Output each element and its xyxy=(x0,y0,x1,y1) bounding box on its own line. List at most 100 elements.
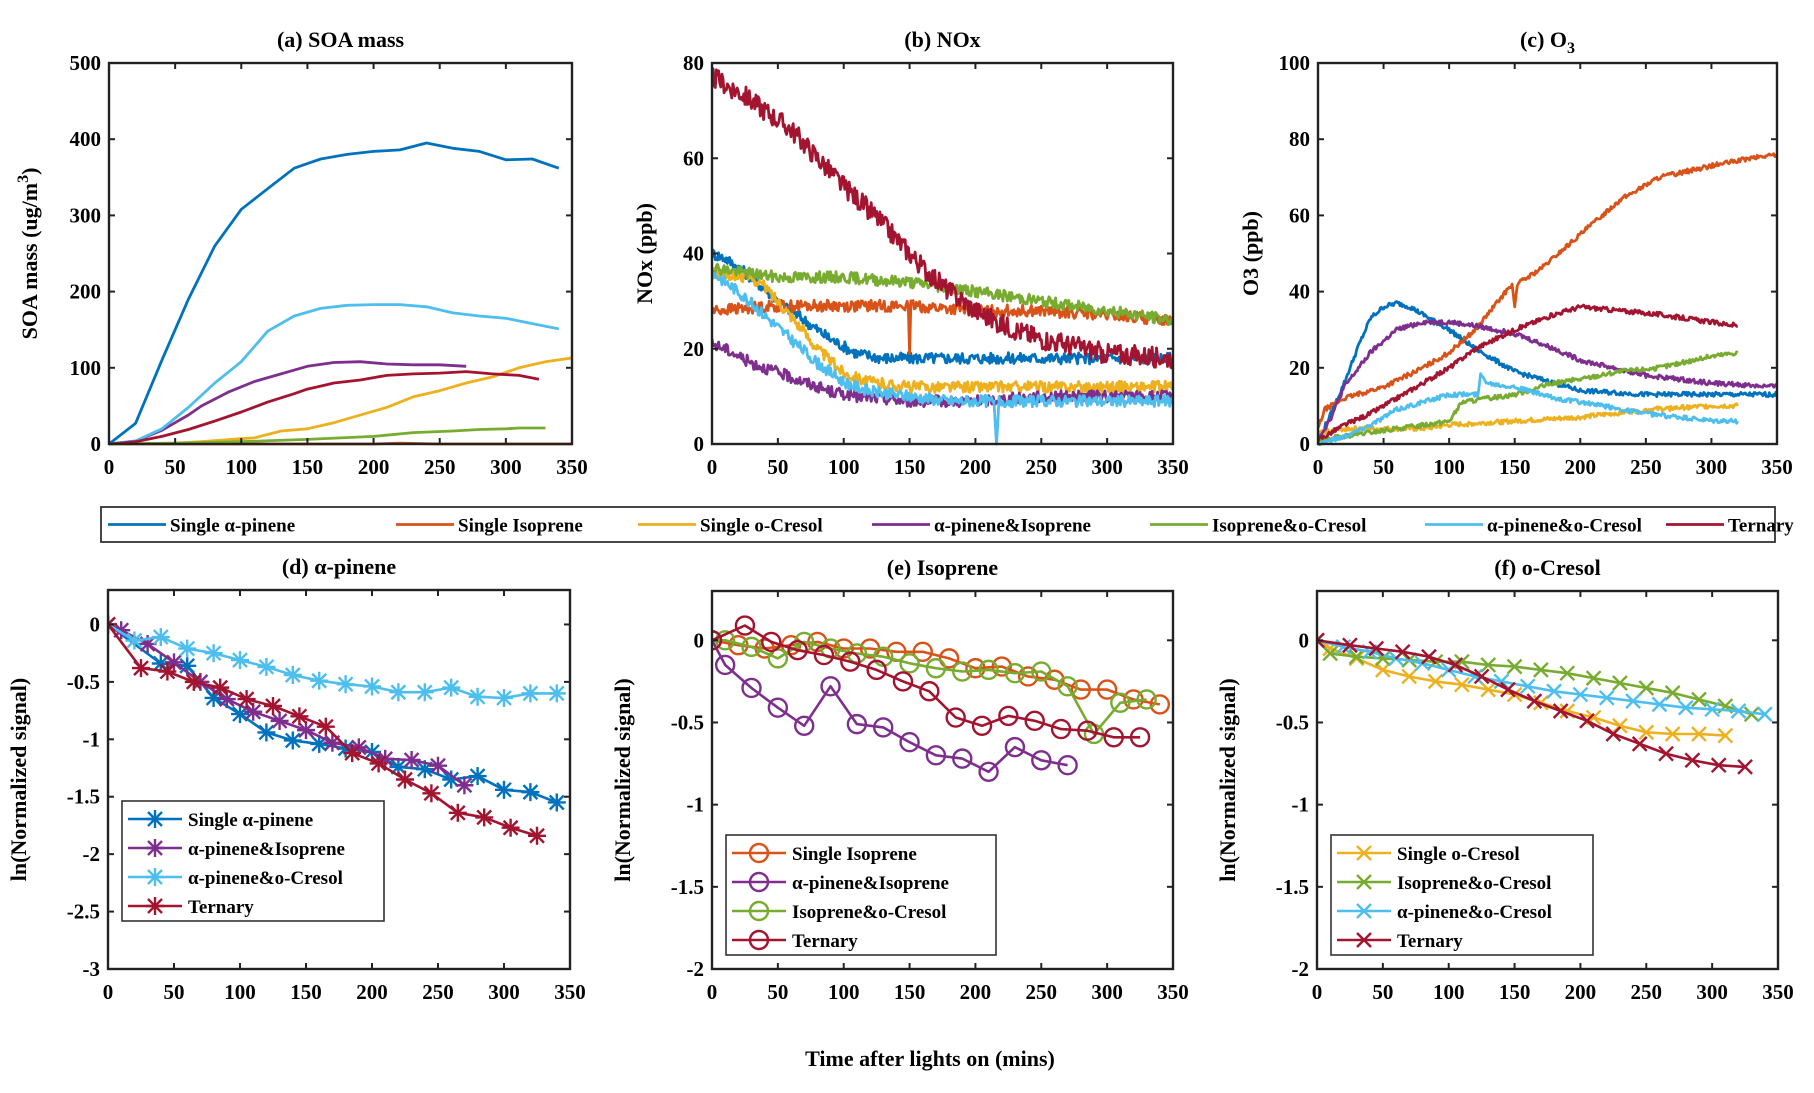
x-tick-label: 50 xyxy=(164,980,185,1004)
marker-stroke xyxy=(1401,668,1418,685)
legend-label: α-pinene&Isoprene xyxy=(792,873,949,894)
data-point-x xyxy=(1317,632,1325,649)
data-point-x xyxy=(1421,648,1437,665)
legend-label: Ternary xyxy=(188,897,254,918)
x-tick-label: 0 xyxy=(1312,980,1323,1004)
marker-circle xyxy=(767,697,789,718)
marker-stroke xyxy=(397,771,413,788)
marker-stroke xyxy=(284,667,301,683)
marker-circle xyxy=(1004,662,1026,684)
data-point-circle xyxy=(1096,679,1118,700)
marker-stroke xyxy=(126,632,143,649)
series-line-isoprene-o-cresol xyxy=(1318,350,1739,444)
marker-circle xyxy=(1110,692,1131,713)
marker-circle xyxy=(1057,755,1078,776)
y-tick-label: -0.5 xyxy=(1276,710,1309,734)
x-tick-label: 0 xyxy=(1313,455,1324,479)
marker-stroke xyxy=(291,708,308,725)
x-tick-label: 300 xyxy=(1696,455,1728,479)
axes-box xyxy=(106,588,572,971)
marker-stroke xyxy=(1631,735,1648,752)
y-tick-label: -2 xyxy=(1292,957,1310,981)
shared-legend: Single α-pinene Single Isoprene Single o-C… xyxy=(100,506,1794,543)
panel-title: (e) Isoprene xyxy=(887,555,999,580)
data-point-x xyxy=(1717,727,1734,744)
legend-box xyxy=(121,800,385,922)
series-line-ternary xyxy=(109,370,540,446)
marker-stroke xyxy=(271,713,288,729)
axes-box xyxy=(107,61,574,446)
data-point-x xyxy=(1664,685,1681,701)
data-point-circle xyxy=(925,658,947,679)
data-point-asterisk xyxy=(310,671,329,690)
data-point-asterisk xyxy=(475,808,494,827)
x-tick-label: 150 xyxy=(894,455,926,479)
x-tick-label: 300 xyxy=(1696,980,1728,1004)
marker-stroke xyxy=(258,659,275,675)
data-point-circle xyxy=(846,713,868,735)
data-point-asterisk xyxy=(442,678,461,697)
marker-stroke xyxy=(1612,675,1628,691)
marker-stroke xyxy=(159,663,176,680)
legend-label: α-pinene&o-Cresol xyxy=(188,868,343,889)
marker-circle xyxy=(840,651,861,672)
axes-box xyxy=(1316,61,1779,446)
legend-swatch-marker-circle xyxy=(748,900,770,922)
marker-stroke xyxy=(1691,691,1707,708)
data-point-circle xyxy=(1129,727,1151,748)
data-point-asterisk xyxy=(547,793,566,812)
data-point-x xyxy=(1704,701,1720,718)
data-point-x xyxy=(1737,759,1753,775)
marker-circle xyxy=(1031,750,1052,771)
ylabel-superscript: 3 xyxy=(15,175,32,183)
marker-circle xyxy=(866,659,887,681)
x-tick-label: 350 xyxy=(554,980,586,1004)
y-tick-label: -0.5 xyxy=(671,710,704,734)
y-tick-label: 40 xyxy=(1289,280,1310,304)
shared-legend-item: Ternary xyxy=(1666,516,1794,537)
data-point-circle xyxy=(820,676,841,697)
marker-stroke xyxy=(449,804,466,821)
marker-stroke xyxy=(1546,683,1562,700)
marker-stroke xyxy=(147,898,163,914)
x-tick-label: 100 xyxy=(1433,980,1465,1004)
marker-circle xyxy=(1136,689,1157,710)
marker-stroke xyxy=(469,768,486,784)
x-tick-label: 300 xyxy=(488,980,520,1004)
data-point-circle xyxy=(919,681,940,702)
marker-stroke xyxy=(1691,726,1707,742)
y-tick-label: -2 xyxy=(687,957,705,981)
data-point-asterisk xyxy=(468,687,487,706)
x-tick-label: 0 xyxy=(104,455,115,479)
legend-label: α-pinene&Isoprene xyxy=(188,839,345,860)
data-point-asterisk xyxy=(270,711,289,730)
data-point-asterisk xyxy=(316,717,335,736)
marker-circle xyxy=(1024,710,1045,732)
marker-circle xyxy=(925,658,947,679)
marker-circle xyxy=(741,677,762,699)
marker-stroke xyxy=(166,654,182,671)
series-line-single-isoprene xyxy=(1318,152,1777,429)
x-tick-label: 50 xyxy=(767,455,788,479)
legend-swatch-marker-circle xyxy=(748,842,770,864)
marker-circle xyxy=(952,748,973,769)
marker-stroke xyxy=(1317,638,1325,649)
data-point-asterisk xyxy=(158,662,177,681)
marker-circle xyxy=(712,630,723,651)
data-point-x xyxy=(1506,658,1523,675)
marker-stroke xyxy=(1579,712,1595,729)
marker-stroke xyxy=(1743,706,1760,723)
y-tick-label: 0 xyxy=(694,628,705,652)
legend-swatch-marker-x xyxy=(1356,845,1372,861)
data-point-asterisk xyxy=(125,631,144,650)
marker-stroke xyxy=(423,785,440,802)
marker-stroke xyxy=(179,640,196,657)
legend-label: Isoprene&o-Cresol xyxy=(792,902,946,923)
panel-title: (f) o-Cresol xyxy=(1494,555,1601,580)
series-line--pinene-isoprene xyxy=(109,360,467,446)
marker-stroke xyxy=(232,706,248,722)
series-line-single-pinene xyxy=(109,141,560,446)
y-tick-label: 20 xyxy=(1289,356,1310,380)
marker-circle xyxy=(1004,736,1026,758)
x-tick-label: 150 xyxy=(292,455,324,479)
